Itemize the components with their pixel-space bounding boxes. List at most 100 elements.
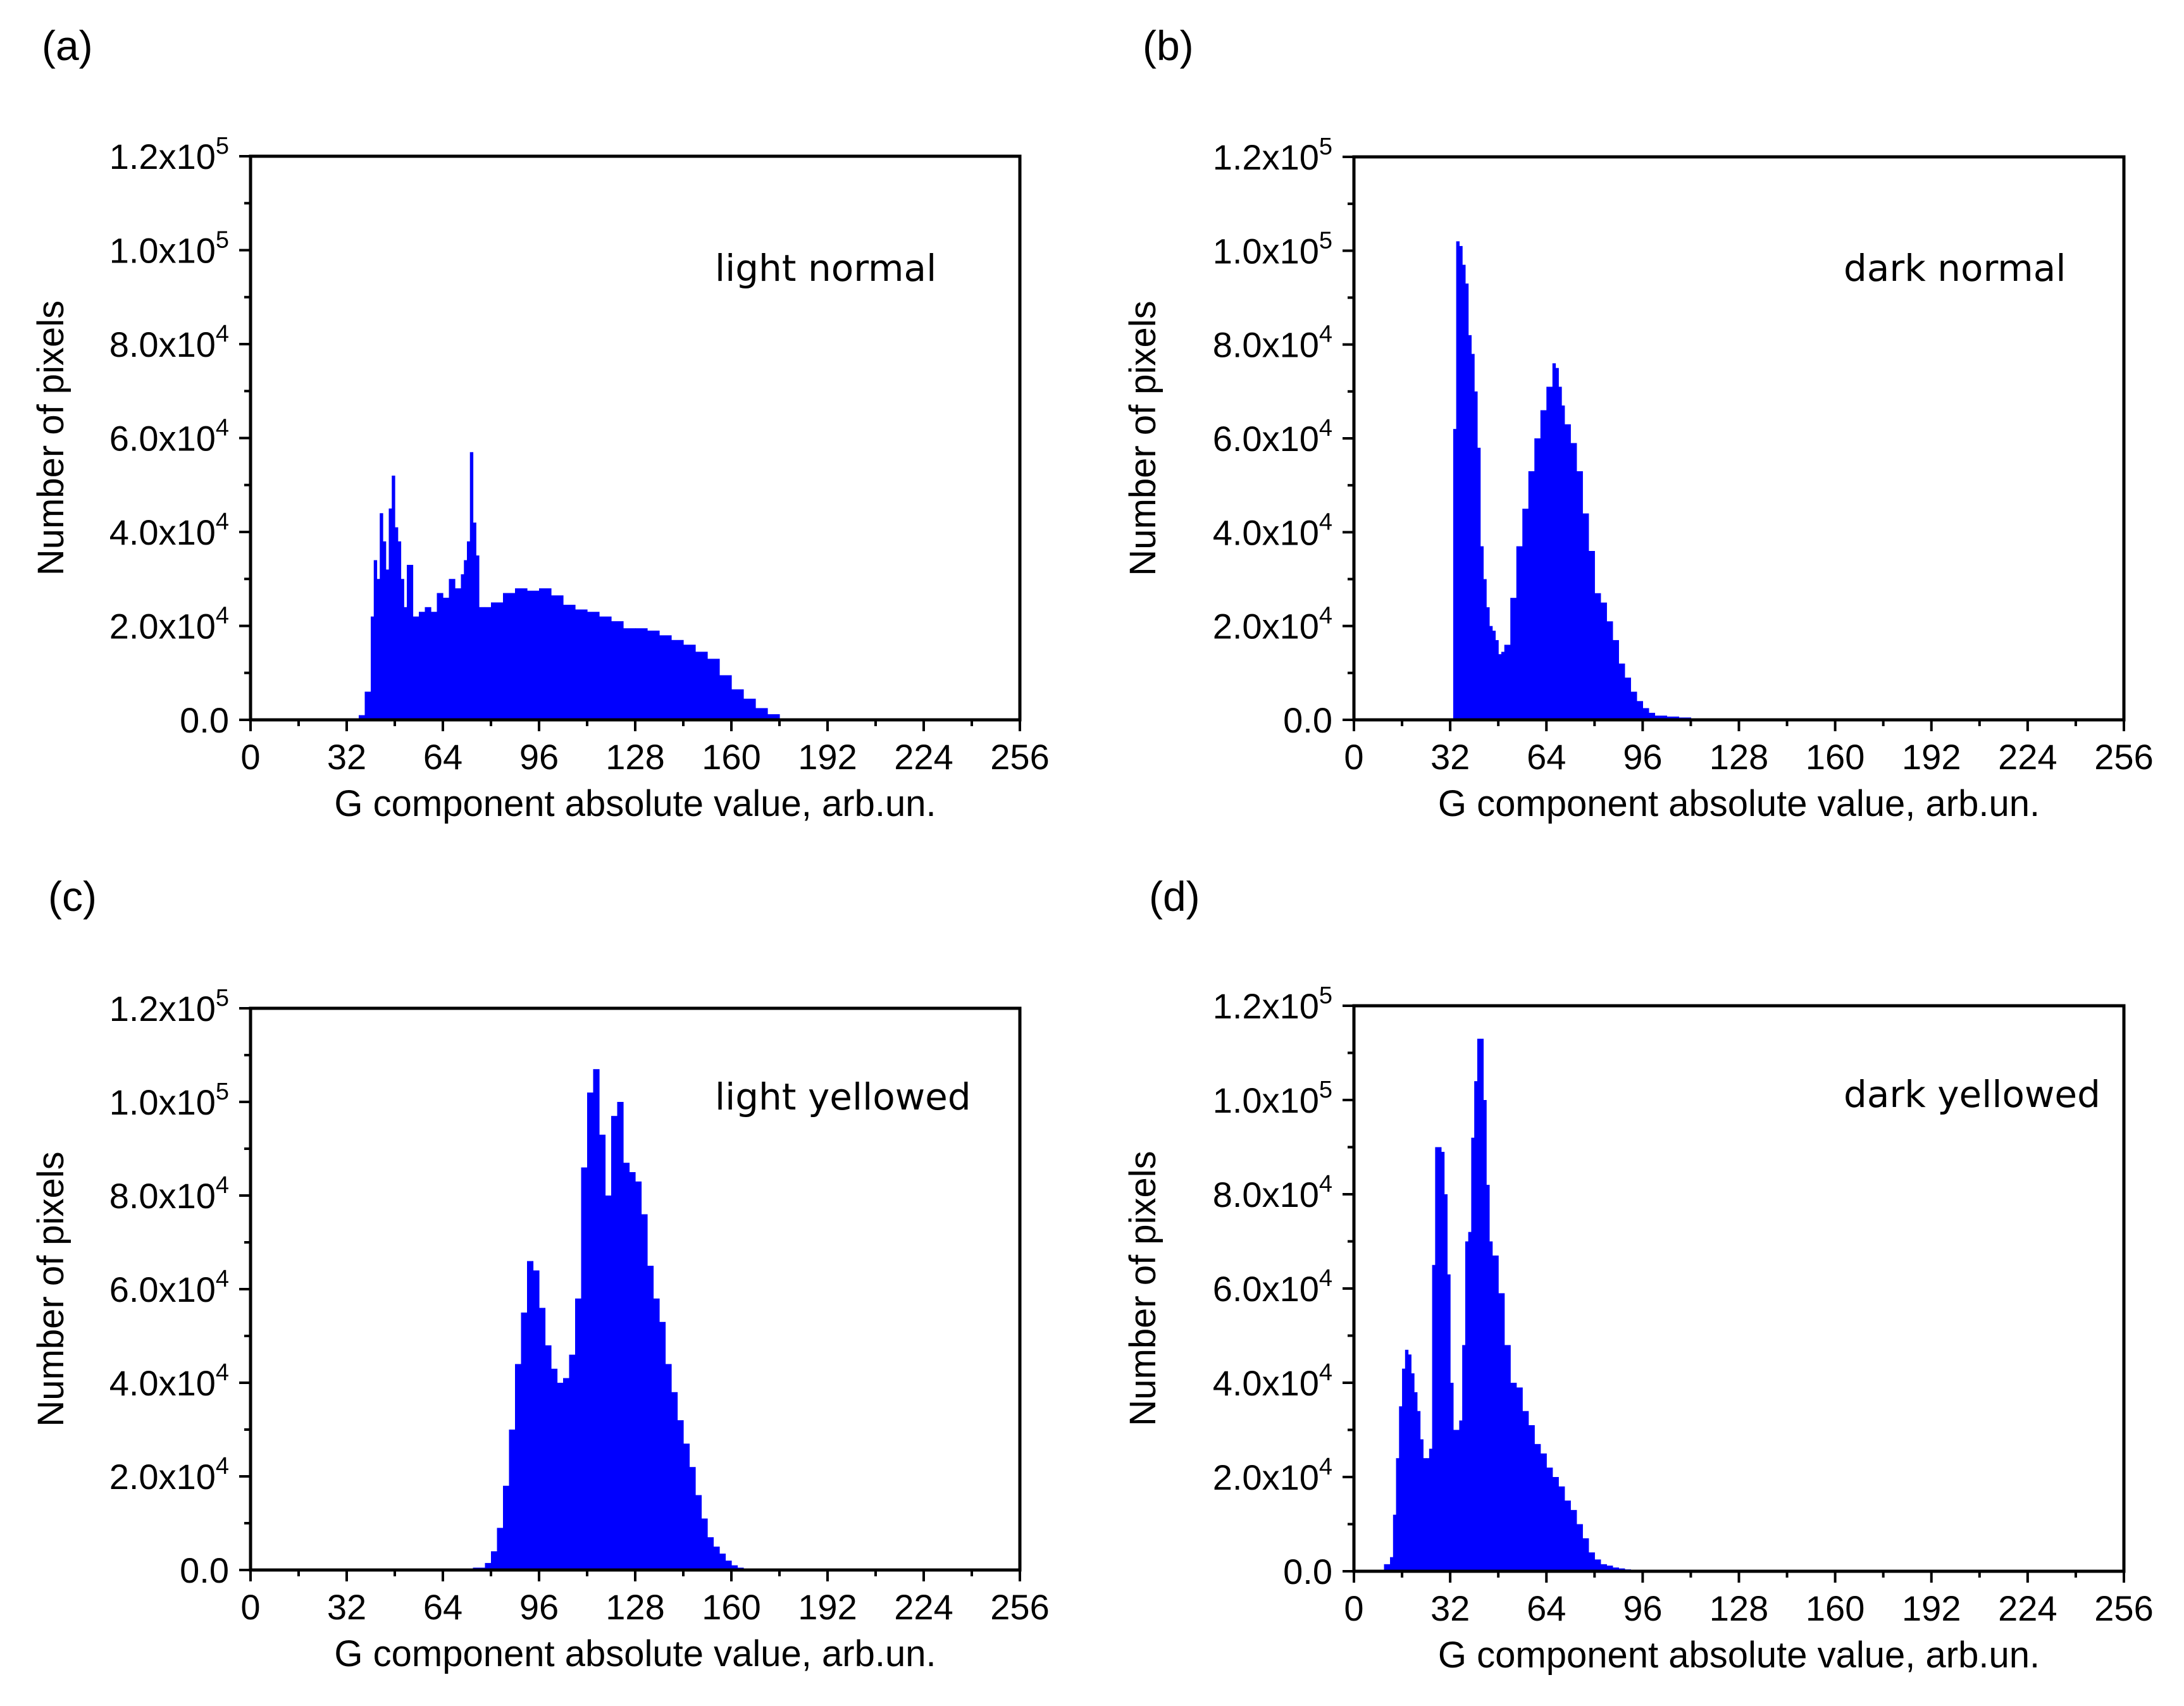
histogram-bar	[635, 1181, 642, 1570]
histogram-bar	[392, 475, 395, 720]
histogram-bar	[647, 630, 660, 720]
histogram-bar	[1477, 447, 1481, 720]
histogram-bar	[725, 1561, 732, 1570]
histogram-bar	[1438, 1147, 1442, 1571]
histogram-bar	[1510, 598, 1517, 720]
histogram-bar	[413, 616, 419, 720]
panel-letter: (a)	[42, 22, 93, 69]
histogram-bar	[1534, 438, 1541, 720]
x-tick-label: 0	[1344, 1588, 1363, 1628]
histogram-bar	[695, 1495, 702, 1570]
x-tick-label: 256	[2094, 1588, 2153, 1628]
histogram-bar	[581, 1167, 588, 1570]
histogram-bar	[1408, 1354, 1412, 1571]
histogram-bar	[1489, 626, 1493, 720]
histogram-bar	[623, 1163, 630, 1570]
histogram-bar	[683, 645, 696, 720]
y-tick-label: 8.0x104	[1213, 1171, 1332, 1215]
histogram-bar	[521, 1313, 528, 1570]
x-tick-label: 96	[1623, 737, 1662, 777]
x-tick-label: 64	[1527, 737, 1566, 777]
y-tick-label: 0.0	[180, 700, 229, 740]
y-tick-label: 1.0x105	[1213, 1077, 1332, 1120]
histogram-bar	[373, 560, 378, 720]
histogram-bar	[1666, 716, 1680, 720]
x-axis-title: G component absolute value, arb.un.	[1438, 1635, 2040, 1676]
histogram-bar	[1612, 640, 1619, 720]
histogram-bar	[1522, 509, 1529, 720]
y-axis-title: Number of pixels	[1122, 300, 1163, 576]
x-tick-label: 192	[798, 737, 857, 777]
histogram-bar	[1462, 264, 1466, 720]
histogram-bar	[425, 607, 431, 720]
histogram-bar	[707, 658, 720, 720]
histogram-bar	[611, 621, 624, 720]
histogram-bar	[1504, 1345, 1511, 1571]
histogram-bar	[461, 574, 464, 720]
histogram-bar	[653, 1298, 660, 1570]
histogram-bar	[388, 508, 392, 720]
histogram-bar	[1570, 443, 1577, 720]
histogram-bar	[1441, 1151, 1445, 1571]
x-tick-label: 224	[894, 737, 953, 777]
annotation-label: light yellowed	[715, 1075, 971, 1118]
histogram-bar	[1516, 1387, 1523, 1571]
histogram-bar	[1471, 354, 1475, 720]
x-tick-label: 0	[1344, 737, 1363, 777]
histogram-bar	[1504, 645, 1511, 720]
histogram-bar	[1480, 546, 1484, 720]
histogram-bar	[623, 628, 636, 720]
histogram-bar	[539, 1307, 546, 1570]
panel-letter: (c)	[48, 873, 97, 920]
y-tick-label: 2.0x104	[1213, 603, 1332, 646]
histogram-bar	[767, 714, 780, 720]
histogram-bar	[1459, 245, 1463, 720]
x-tick-label: 160	[702, 1587, 760, 1627]
histogram-bar	[1540, 410, 1547, 720]
x-tick-label: 256	[990, 737, 1049, 777]
y-tick-label: 8.0x104	[109, 321, 229, 364]
histogram-bar	[1582, 513, 1589, 720]
x-tick-label: 0	[240, 1587, 260, 1627]
histogram-bar	[551, 1368, 558, 1570]
histogram-bar	[647, 1266, 654, 1570]
histogram-bar	[587, 612, 600, 720]
histogram-svg: (b) 0 32 64 96 128 160 192 224 256 0.0 2.0x104 4.0x1…	[1122, 22, 2154, 824]
histogram-bar	[575, 1298, 582, 1570]
histogram-bar	[469, 452, 474, 720]
y-tick-label: 8.0x104	[109, 1172, 229, 1216]
histogram-bar	[1558, 386, 1562, 720]
y-axis-title: Number of pixels	[30, 1151, 71, 1426]
histogram-bar	[1477, 1039, 1481, 1571]
x-tick-label: 0	[240, 737, 260, 777]
histogram-bar	[1399, 1406, 1403, 1571]
histogram-bar	[1450, 1383, 1454, 1571]
histogram-bar	[1570, 1510, 1577, 1571]
y-tick-label: 4.0x104	[109, 1359, 229, 1403]
histogram-bar	[1498, 1293, 1505, 1571]
histogram-bar	[1495, 640, 1499, 720]
histogram-bar	[1474, 1081, 1478, 1571]
y-tick-label: 1.0x105	[109, 1079, 229, 1122]
histogram-bar	[1453, 1430, 1457, 1571]
histogram-bar	[479, 607, 486, 720]
histogram-bar	[563, 1378, 570, 1570]
x-tick-label: 128	[1709, 737, 1768, 777]
y-tick-label: 1.0x105	[1213, 227, 1332, 271]
histogram-bar	[485, 1562, 492, 1570]
histogram-bar	[467, 541, 471, 720]
histogram-bar	[1393, 1514, 1397, 1571]
histogram-bar	[563, 605, 576, 720]
histogram-bar	[383, 541, 387, 720]
x-tick-label: 64	[1527, 1588, 1566, 1628]
x-tick-label: 192	[1902, 1588, 1961, 1628]
histogram-bar	[1555, 368, 1559, 720]
x-tick-label: 160	[1806, 1588, 1864, 1628]
x-tick-label: 128	[605, 737, 664, 777]
histogram-bar	[380, 513, 383, 720]
x-axis-title: G component absolute value, arb.un.	[334, 1633, 936, 1674]
histogram-bar	[599, 1134, 606, 1570]
histogram-bar	[569, 1354, 576, 1570]
y-tick-label: 2.0x104	[109, 603, 229, 646]
histogram-bar	[665, 1364, 672, 1570]
